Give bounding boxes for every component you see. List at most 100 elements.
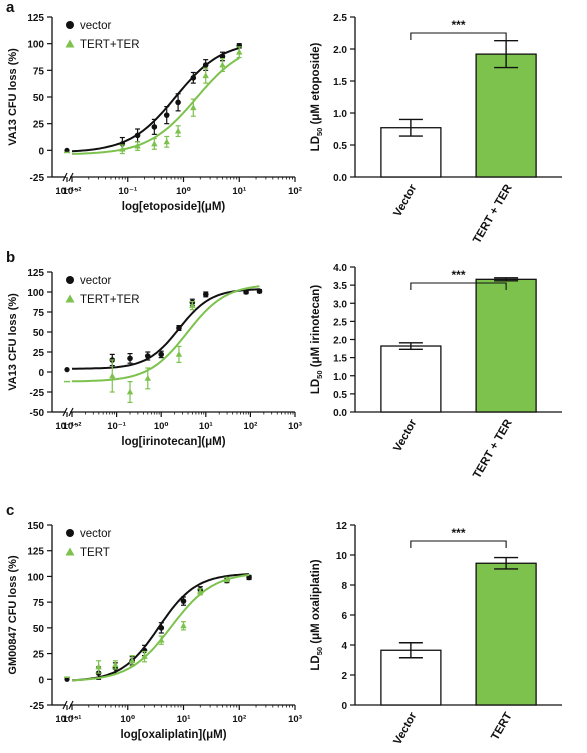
ld50-bar-chart: 0 2 4 6 8 10 12 LD50 (μM oxaliplatin) Vector TERT…: [310, 521, 562, 747]
significance-bracket: [410, 282, 507, 290]
x-tick-label: 10⁻¹⁵: [55, 421, 78, 432]
y-tick-label: -25: [30, 173, 45, 184]
y-tick-label: 1.5: [333, 354, 347, 365]
significance-label: ***: [451, 18, 465, 32]
data-point: [256, 288, 263, 295]
x-tick-label: 10⁰: [176, 186, 191, 197]
data-point: [236, 48, 243, 55]
x-tick-label: 10³: [288, 421, 302, 432]
data-point: [174, 127, 182, 134]
y-tick-label: 125: [27, 547, 44, 558]
y-tick-label: 75: [33, 598, 45, 609]
data-point: [175, 351, 183, 357]
x-tick-label: 10⁻¹⁵: [55, 186, 78, 197]
x-tick-label: 10¹: [177, 714, 191, 725]
data-point: [127, 355, 133, 362]
significance-bracket: [410, 540, 507, 548]
y-tick-label: 125: [27, 13, 44, 24]
panel-letter: c: [6, 502, 14, 519]
y-tick-label: 0: [38, 146, 44, 157]
panel-b: b -50 -25 0 25 50 75 100 125 VA13 CFU loss (%) 10⁻…: [6, 249, 562, 481]
x-tick-label: 10³: [288, 714, 302, 725]
x-tick-label: 10⁰: [154, 421, 169, 432]
legend-label: vector: [80, 528, 111, 540]
y-tick-label: 2: [341, 671, 347, 682]
y-tick-label: 25: [33, 120, 45, 131]
y-tick-label: 12: [336, 521, 348, 532]
x-tick-label: 10⁻¹: [107, 421, 126, 432]
y-tick-label: 6: [341, 611, 347, 622]
data-point: [163, 112, 170, 118]
y-tick-label: 0: [341, 701, 347, 712]
y-axis-title: LD50 (μM oxaliplatin): [310, 559, 324, 670]
data-point: [64, 367, 70, 373]
bar: [380, 345, 442, 413]
y-tick-label: 3.0: [333, 299, 347, 310]
panel-letter: a: [6, 0, 15, 16]
x-tick-label: 10¹: [232, 186, 246, 197]
y-tick-label: 25: [33, 348, 45, 359]
data-point: [151, 140, 158, 147]
y-tick-label: 150: [27, 521, 44, 532]
legend-label: vector: [80, 275, 111, 287]
y-axis-title: VA13 CFU loss (%): [7, 48, 19, 146]
data-point: [109, 372, 116, 379]
data-point: [189, 302, 196, 308]
legend-label: TERT: [80, 547, 110, 559]
y-tick-label: -25: [30, 388, 45, 399]
x-tick-label: 10¹: [199, 421, 213, 432]
data-point: [128, 657, 136, 664]
data-point: [158, 636, 165, 643]
x-tick-label: 10²: [232, 714, 246, 725]
x-tick-label: 10⁻¹: [118, 186, 137, 197]
category-label: Vector: [392, 182, 420, 219]
y-tick-label: 50: [33, 93, 45, 104]
bar: [380, 649, 442, 706]
y-tick-label: 50: [33, 624, 45, 635]
y-tick-label: 1.0: [333, 372, 347, 383]
data-point: [175, 99, 181, 106]
y-tick-label: 0.5: [333, 141, 347, 152]
category-label: Vector: [392, 710, 420, 747]
data-point: [163, 138, 170, 145]
data-point: [119, 145, 126, 152]
category-label: TERT + TER: [471, 417, 515, 481]
data-point: [112, 661, 119, 668]
fit-curve: [72, 288, 260, 370]
panel-letter: b: [6, 249, 15, 266]
data-point: [202, 62, 209, 68]
fit-curve: [72, 285, 260, 383]
y-tick-label: 4.0: [333, 263, 347, 274]
x-axis-title: log[etoposide](μM): [122, 201, 226, 213]
data-point: [223, 576, 231, 582]
data-point: [64, 147, 70, 153]
fit-curve: [72, 57, 240, 155]
data-point: [144, 353, 151, 359]
data-point: [197, 588, 204, 595]
y-tick-label: 0: [38, 368, 44, 379]
significance-label: ***: [451, 268, 465, 282]
legend-label: TERT+TER: [80, 39, 140, 51]
series-vector: vector: [64, 275, 263, 373]
y-tick-label: 100: [27, 572, 44, 583]
data-point: [180, 622, 187, 629]
y-tick-label: 100: [27, 40, 44, 51]
y-tick-label: 1.0: [333, 109, 347, 120]
axis-break-mark: [62, 700, 68, 710]
y-tick-label: 2.5: [333, 13, 347, 24]
axis-break-mark: [62, 172, 68, 182]
y-tick-label: 2.0: [333, 45, 347, 56]
y-axis-title: LD50 (μM irinotecan): [310, 285, 324, 394]
x-tick-label: 10²: [244, 421, 258, 432]
x-tick-label: 10²: [288, 186, 302, 197]
data-point: [176, 325, 182, 331]
data-point: [202, 72, 209, 79]
series-treated: TERT+TER: [64, 285, 260, 403]
category-label: TERT: [489, 711, 514, 743]
data-point: [134, 142, 141, 149]
x-tick-label: 10⁻¹⁵: [55, 714, 78, 725]
significance-bracket: [410, 32, 507, 40]
data-point: [203, 291, 209, 298]
